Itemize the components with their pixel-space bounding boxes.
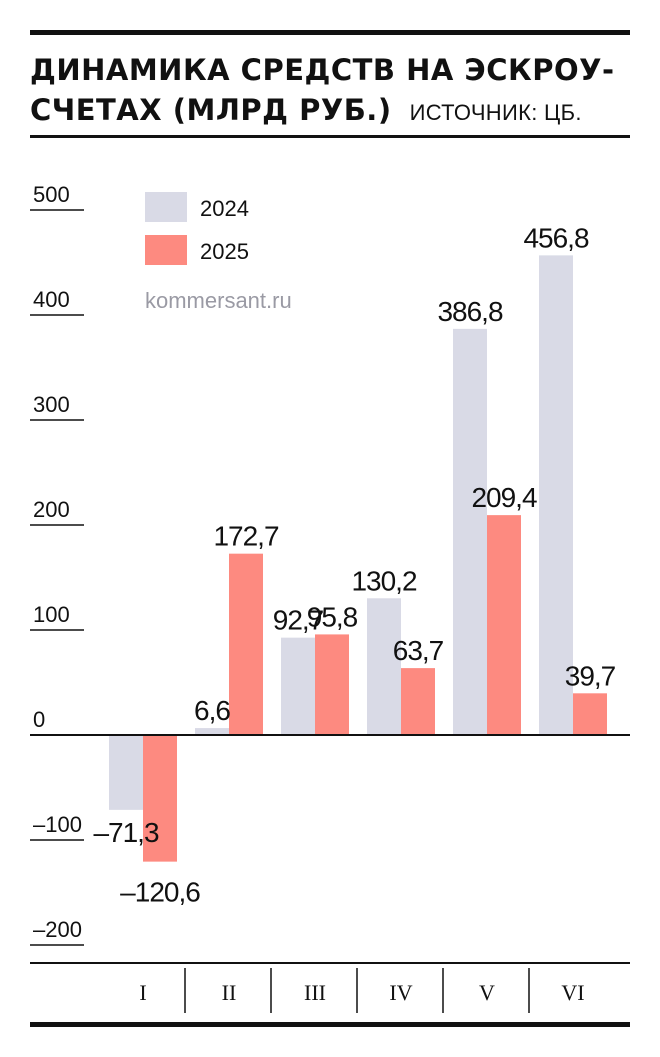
chart-title: ДИНАМИКА СРЕДСТВ НА ЭСКРОУ- СЧЕТАХ (МЛРД… bbox=[30, 50, 630, 133]
x-tick-label: VI bbox=[561, 980, 584, 1005]
legend-swatch-2024 bbox=[145, 192, 187, 222]
value-label: 95,8 bbox=[307, 601, 358, 632]
x-tick-label: I bbox=[139, 980, 146, 1005]
bar-2024-I bbox=[109, 735, 143, 810]
bar-2024-V bbox=[453, 328, 487, 735]
bar-2025-VI bbox=[573, 693, 607, 735]
bars bbox=[109, 255, 607, 862]
value-label: 386,8 bbox=[437, 296, 502, 327]
title-line-2: СЧЕТАХ (МЛРД РУБ.) bbox=[30, 93, 392, 127]
bar-2024-II bbox=[195, 728, 229, 735]
y-axis: 500 400 300 200 100 0 –100 –200 bbox=[30, 182, 84, 946]
bar-2025-V bbox=[487, 515, 521, 735]
y-tick-label: –200 bbox=[33, 917, 82, 942]
value-label: –120,6 bbox=[120, 877, 200, 908]
x-tick-label: II bbox=[222, 980, 237, 1005]
bottom-rule bbox=[30, 1022, 630, 1027]
legend-label: 2024 bbox=[200, 196, 249, 221]
value-label: 130,2 bbox=[351, 565, 416, 596]
bar-2024-III bbox=[281, 637, 315, 735]
header-rule bbox=[30, 135, 630, 138]
value-label: 6,6 bbox=[194, 695, 230, 726]
legend: 2024 2025 bbox=[145, 192, 249, 265]
value-label: 39,7 bbox=[565, 660, 616, 691]
y-tick-label: 400 bbox=[33, 287, 70, 312]
top-rule bbox=[30, 30, 630, 35]
legend-swatch-2025 bbox=[145, 235, 187, 265]
x-tick-label: V bbox=[479, 980, 495, 1005]
bar-2025-II bbox=[229, 553, 263, 735]
value-label: 172,7 bbox=[213, 521, 278, 552]
value-labels: –71,3 –120,6 6,6 172,7 92,795,8 130,2 63,7 386,… bbox=[93, 222, 616, 908]
x-axis: I II III IV V VI bbox=[30, 734, 630, 1013]
value-label: –71,3 bbox=[93, 817, 158, 848]
y-tick-label: 500 bbox=[33, 182, 70, 207]
x-tick-label: III bbox=[304, 980, 326, 1005]
watermark-text: kommersant.ru bbox=[145, 288, 292, 313]
bar-2024-IV bbox=[367, 598, 401, 735]
y-tick-label: –100 bbox=[33, 812, 82, 837]
y-tick-label: 100 bbox=[33, 602, 70, 627]
bar-2024-VI bbox=[539, 255, 573, 736]
y-tick-label: 300 bbox=[33, 392, 70, 417]
value-label: 209,4 bbox=[471, 482, 536, 513]
bar-2025-I bbox=[143, 735, 177, 862]
x-tick-label: IV bbox=[389, 980, 412, 1005]
bar-chart: 500 400 300 200 100 0 –100 –200 –71,3 –120,6 6,6 1… bbox=[30, 182, 630, 1013]
bar-2025-III bbox=[315, 634, 349, 735]
value-label: 92,7 bbox=[273, 605, 324, 636]
y-tick-label: 0 bbox=[33, 707, 45, 732]
value-label: 63,7 bbox=[393, 635, 444, 666]
title-line-1: ДИНАМИКА СРЕДСТВ НА ЭСКРОУ- bbox=[30, 53, 615, 87]
source-note: ИСТОЧНИК: ЦБ. bbox=[409, 100, 582, 125]
y-tick-label: 200 bbox=[33, 497, 70, 522]
value-label: 456,8 bbox=[523, 222, 588, 253]
legend-label: 2025 bbox=[200, 239, 249, 264]
bar-2025-IV bbox=[401, 668, 435, 735]
